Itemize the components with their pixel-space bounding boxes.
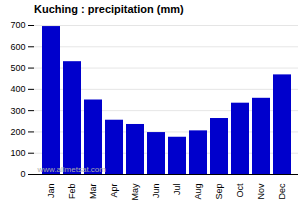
svg-text:100: 100 [10, 148, 25, 158]
svg-text:www.allmetsat.com: www.allmetsat.com [37, 165, 107, 174]
svg-text:Jan: Jan [46, 184, 56, 199]
svg-text:Apr: Apr [109, 184, 119, 198]
svg-text:600: 600 [10, 42, 25, 52]
svg-text:500: 500 [10, 63, 25, 73]
svg-text:0: 0 [20, 169, 25, 179]
svg-text:Sep: Sep [214, 184, 224, 200]
svg-text:Feb: Feb [67, 184, 77, 200]
svg-text:May: May [130, 183, 140, 200]
svg-text:Jul: Jul [172, 184, 182, 196]
svg-text:400: 400 [10, 84, 25, 94]
svg-text:Dec: Dec [277, 183, 287, 200]
svg-text:700: 700 [10, 20, 25, 30]
svg-text:Nov: Nov [256, 183, 266, 200]
svg-text:Oct: Oct [235, 183, 245, 198]
svg-text:Aug: Aug [193, 184, 203, 200]
svg-text:Jun: Jun [151, 184, 161, 199]
svg-text:200: 200 [10, 127, 25, 137]
svg-text:Mar: Mar [88, 183, 98, 199]
svg-text:300: 300 [10, 106, 25, 116]
html-text:Kuching : precipitation (mm): Kuching : precipitation (mm) [34, 3, 184, 15]
